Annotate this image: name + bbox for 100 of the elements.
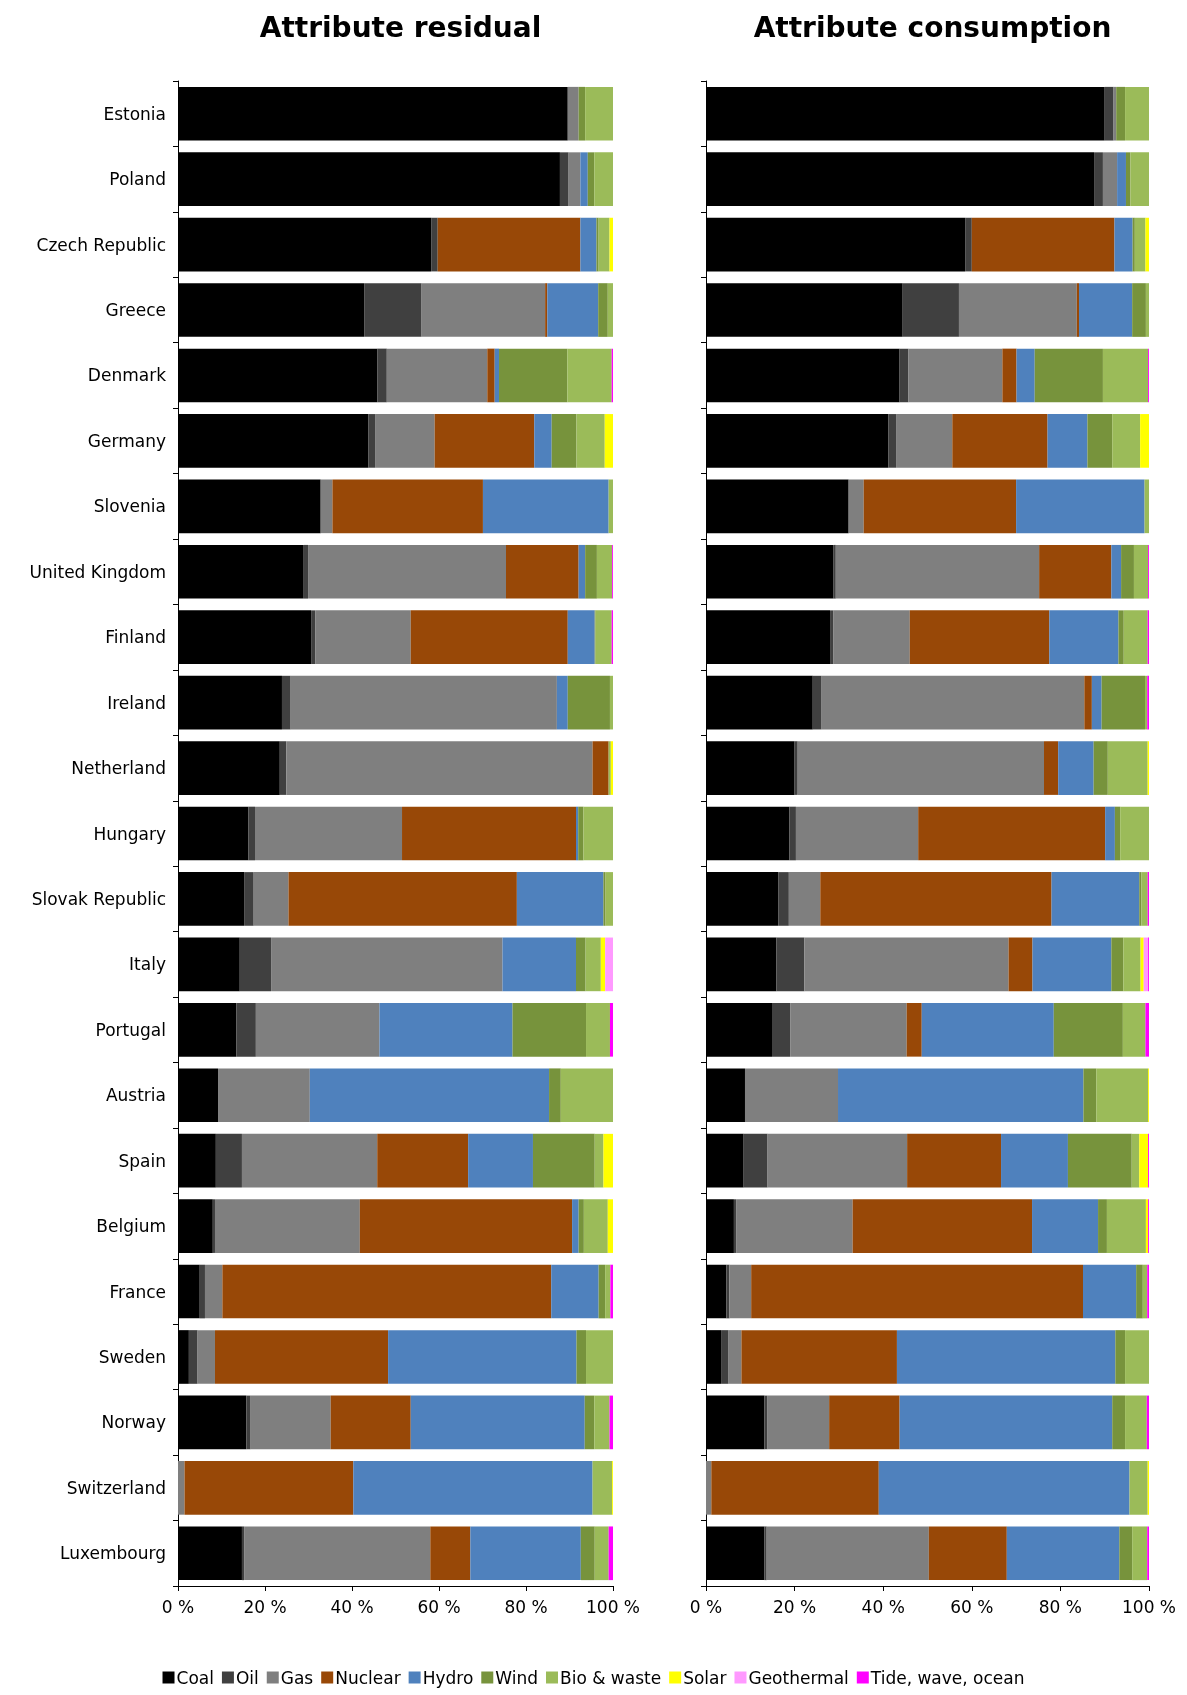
bar [244,1526,431,1581]
y-tick-label: Spain [118,1150,166,1171]
bar [594,152,613,206]
bar [241,1133,378,1188]
bar [767,1133,908,1188]
bar [402,806,577,861]
bar [534,414,552,468]
bar [833,544,836,599]
x-tick-label: 60 % [417,1596,461,1617]
bar [736,1199,853,1253]
bar [547,283,599,337]
y-tick-label: Luxembourg [60,1543,166,1564]
bar [1044,741,1059,795]
legend-label: Hydro [422,1667,474,1688]
bar [1145,283,1149,337]
bar [952,414,1048,468]
bar [576,806,579,861]
bar [567,348,612,403]
bar [820,872,1052,926]
bar [751,1264,1083,1319]
bar [899,1395,1113,1450]
bar [608,479,613,534]
bar [309,1068,550,1123]
bar [1053,1002,1123,1057]
bar [1102,348,1149,403]
bar [178,1461,185,1515]
bar [848,479,864,534]
legend-label: Coal [176,1667,214,1688]
bar [583,1199,608,1253]
bar [254,806,403,861]
bar [609,675,613,730]
bar [494,348,500,403]
y-tick-label: Netherland [71,758,166,779]
bar [764,1395,768,1450]
bar [603,1133,613,1188]
bar [1111,937,1124,992]
x-tick-label: 100 % [1121,1596,1177,1617]
bar [388,1330,577,1384]
bar [729,1264,752,1319]
bar [609,1002,613,1057]
bar [1125,1330,1149,1384]
bar [244,872,254,926]
bar [560,1068,613,1123]
bar [733,1199,737,1253]
bar [909,610,1050,665]
bar [585,937,601,992]
y-tick-label: Germany [87,430,166,451]
bar [197,1330,215,1384]
bar [250,1395,331,1450]
bar [605,937,613,992]
bar [410,1395,585,1450]
bar [592,741,609,795]
bar [567,86,579,141]
bar [1016,479,1145,534]
bar [578,86,586,141]
bar [364,283,422,337]
bar [545,283,548,337]
bar [572,1199,579,1253]
bar [1067,1133,1132,1188]
bar [596,217,599,272]
bar [888,414,897,468]
bar [608,1526,613,1581]
bar [1115,1330,1126,1384]
bar [907,1133,1002,1188]
bar [188,1330,198,1384]
bar [721,1330,729,1384]
x-tick-label: 40 % [330,1596,374,1617]
bar [1058,741,1094,795]
bar [578,544,586,599]
bar [551,414,577,468]
bar [1006,1526,1120,1581]
bar [1140,414,1149,468]
bar [303,544,309,599]
bar [603,872,606,926]
bar [594,1133,604,1188]
y-tick-label: Hungary [93,823,166,844]
legend-label: Geothermal [748,1667,849,1688]
bar [1118,610,1124,665]
bar [576,937,586,992]
bar [359,1199,573,1253]
x-tick-label: 0 % [689,1596,723,1617]
bar [1094,152,1103,206]
x-tick-label: 40 % [861,1596,905,1617]
bar [835,544,1040,599]
bar [1131,1133,1140,1188]
bar [239,937,272,992]
bar [431,217,438,272]
bar [789,806,796,861]
bar [583,806,613,861]
bar [726,1264,730,1319]
bar [1132,283,1146,337]
bar [1102,152,1118,206]
bar [332,479,483,534]
bar [204,1264,223,1319]
bar [199,1264,205,1319]
bar [1104,86,1114,141]
bar [568,152,581,206]
bar [288,872,517,926]
bar [1122,1002,1146,1057]
bar [795,806,919,861]
